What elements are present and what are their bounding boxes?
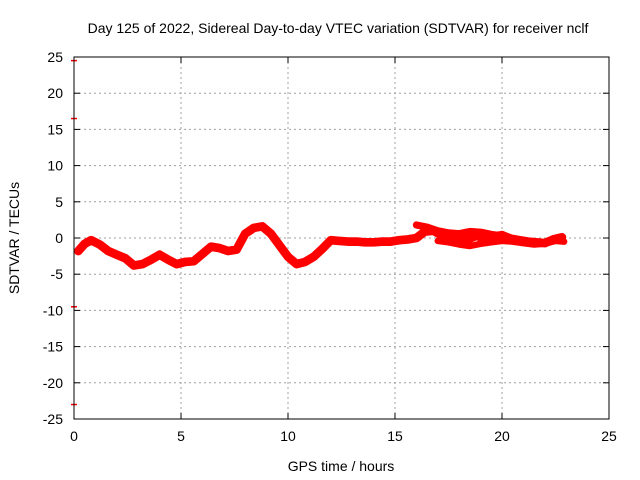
tick-labels: 0 5 10 15 20 25 -25 -20 -15 -10 -5 0 5 10 15 20 25	[43, 49, 617, 444]
data-point	[520, 240, 527, 247]
data-point	[541, 240, 548, 247]
x-tick-label: 25	[601, 428, 617, 444]
data-point	[413, 222, 420, 228]
data-point	[75, 248, 82, 254]
data-point	[302, 258, 309, 265]
y-tick-label: -10	[43, 302, 63, 318]
data-point	[379, 238, 386, 245]
x-tick-label: 20	[494, 428, 510, 444]
data-point	[466, 228, 473, 235]
plot-frame	[73, 56, 610, 420]
chart-title: Day 125 of 2022, Sidereal Day-to-day VTE…	[88, 20, 589, 36]
data-point	[88, 237, 95, 244]
data-point	[336, 237, 343, 244]
data-point	[445, 229, 452, 236]
data-point	[233, 246, 240, 253]
data-point	[531, 241, 538, 248]
data-point	[404, 236, 411, 243]
x-tick-label: 5	[177, 428, 185, 444]
data-point	[225, 248, 232, 254]
data-point	[156, 251, 163, 258]
data-point	[182, 258, 189, 265]
data-point	[173, 261, 180, 268]
y-tick-label: -25	[43, 411, 63, 427]
data-point	[190, 258, 197, 265]
data-point	[310, 253, 317, 260]
data-point	[344, 238, 351, 245]
data-point	[456, 241, 463, 248]
data-point	[362, 239, 368, 246]
data-point	[242, 230, 249, 237]
data-point	[130, 262, 137, 269]
data-point	[139, 261, 146, 268]
data-point	[276, 242, 283, 249]
x-tick-label: 15	[387, 428, 403, 444]
data-point	[285, 253, 291, 260]
data-point	[434, 227, 441, 234]
data-point	[509, 238, 516, 245]
y-tick-label: 20	[47, 85, 63, 101]
data-point	[216, 245, 223, 252]
data-point	[396, 237, 403, 244]
data-point	[259, 223, 266, 230]
y-tick-label: -20	[43, 375, 63, 391]
y-axis-label: SDTVAR / TECUs	[6, 182, 22, 294]
data-point	[199, 250, 206, 257]
y-tick-label: 10	[47, 158, 63, 174]
data-point	[105, 248, 112, 254]
y-tick-label: 15	[47, 121, 63, 137]
data-point	[387, 238, 394, 245]
x-axis-label: GPS time / hours	[288, 458, 395, 474]
data-point	[122, 255, 129, 262]
data-point	[499, 237, 505, 244]
data-point	[424, 224, 431, 231]
x-tick-label: 0	[70, 428, 78, 444]
data-point	[165, 256, 172, 263]
y-tick-label: 25	[47, 49, 63, 65]
data-point	[96, 241, 103, 248]
data-point	[477, 240, 484, 247]
data-point	[488, 239, 495, 246]
data-point	[466, 243, 473, 249]
data-point	[353, 238, 360, 245]
y-tick-label: 0	[55, 230, 63, 246]
data-point	[319, 245, 326, 252]
data-point	[327, 237, 334, 244]
data-point	[464, 236, 471, 243]
data-point	[561, 238, 568, 245]
data-point	[148, 256, 154, 263]
data-point	[434, 237, 441, 244]
data-point	[488, 231, 495, 238]
data-point	[477, 229, 484, 236]
data-point	[413, 235, 420, 241]
y-tick-label: -5	[51, 266, 64, 282]
data-point	[456, 230, 463, 237]
data-point	[113, 251, 120, 258]
data-point	[370, 239, 377, 246]
y-tick-label: 5	[55, 194, 63, 210]
data-point	[445, 239, 452, 246]
data-point	[208, 243, 214, 250]
y-tick-label: -15	[43, 339, 63, 355]
data-point	[81, 240, 88, 247]
data-point	[250, 224, 257, 231]
series-band	[73, 222, 567, 270]
data-layer	[71, 59, 568, 406]
data-point	[267, 230, 274, 237]
x-tick-label: 10	[280, 428, 296, 444]
data-point	[552, 237, 559, 244]
data-point	[293, 261, 300, 268]
